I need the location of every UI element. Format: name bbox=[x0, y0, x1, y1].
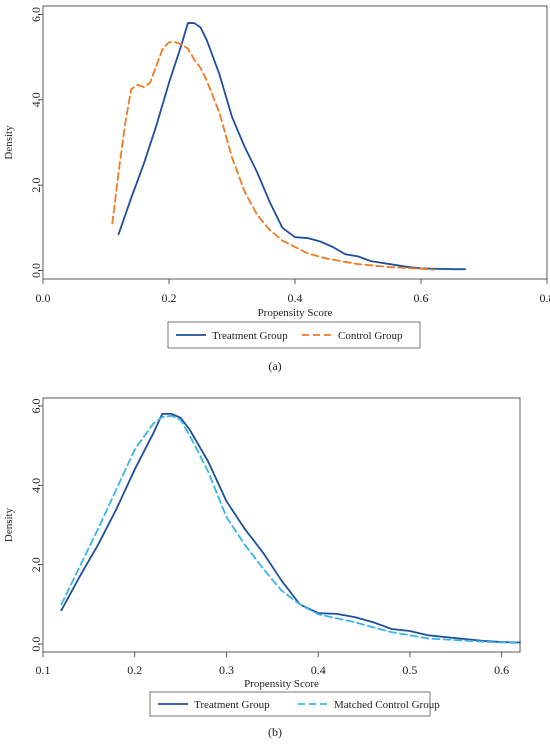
panel-label: (b) bbox=[268, 725, 282, 739]
panel-a: 0.0 0.2 0.4 0.6 0.8 0.0 2.0 4.0 6.0 Propensity Sc… bbox=[3, 5, 550, 373]
plot-frame bbox=[42, 397, 521, 653]
y-tick-label: 6.0 bbox=[29, 398, 43, 413]
panel-label: (a) bbox=[268, 359, 281, 373]
y-axis-title: Density bbox=[3, 125, 15, 160]
x-tick-label: 0.0 bbox=[36, 291, 51, 305]
x-axis-title: Propensity Score bbox=[258, 307, 333, 319]
series-line-control bbox=[60, 414, 521, 644]
series-line-control bbox=[111, 41, 435, 271]
legend-label: Treatment Group bbox=[194, 699, 270, 711]
series-line-treatment bbox=[117, 22, 466, 271]
y-tick-label: 0.0 bbox=[29, 637, 43, 652]
y-tick-label: 4.0 bbox=[29, 478, 43, 493]
legend-label: Treatment Group bbox=[212, 330, 288, 342]
legend-label: Matched Control Group bbox=[334, 699, 440, 711]
legend-box bbox=[167, 321, 421, 349]
x-axis-title: Propensity Score bbox=[244, 678, 319, 690]
series-line-treatment bbox=[60, 412, 521, 644]
y-tick-label: 2.0 bbox=[29, 178, 43, 193]
y-tick-label: 4.0 bbox=[29, 92, 43, 107]
y-tick-label: 6.0 bbox=[29, 7, 43, 22]
y-tick-label: 0.0 bbox=[29, 263, 43, 278]
y-axis-title: Density bbox=[3, 507, 15, 542]
x-tick-label: 0.4 bbox=[311, 663, 326, 677]
y-tick-label: 2.0 bbox=[29, 557, 43, 572]
x-tick-label: 0.3 bbox=[219, 663, 234, 677]
x-tick-label: 0.2 bbox=[127, 663, 142, 677]
panel-b: 0.1 0.2 0.3 0.4 0.5 0.6 0.0 2.0 4.0 6.0 Propensity… bbox=[3, 397, 521, 739]
x-tick-label: 0.1 bbox=[36, 663, 51, 677]
x-tick-label: 0.5 bbox=[402, 663, 417, 677]
x-tick-label: 0.4 bbox=[288, 291, 303, 305]
legend-box bbox=[149, 691, 431, 717]
x-tick-label: 0.6 bbox=[414, 291, 429, 305]
x-tick-label: 0.2 bbox=[162, 291, 177, 305]
x-tick-label: 0.6 bbox=[494, 663, 509, 677]
x-tick-label: 0.8 bbox=[540, 291, 550, 305]
legend-label: Control Group bbox=[338, 330, 403, 342]
